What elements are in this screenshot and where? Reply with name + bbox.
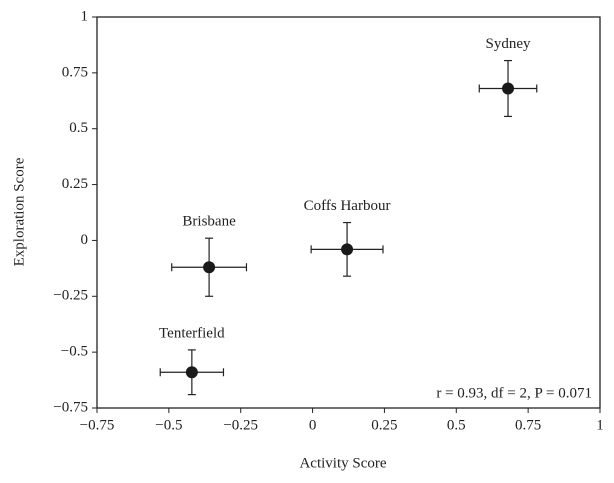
y-tick-label: −0.75 <box>53 399 88 415</box>
y-tick-label: 0 <box>81 232 89 248</box>
x-axis-label: Activity Score <box>299 455 386 471</box>
x-tick-label: 0.25 <box>371 417 397 433</box>
y-tick-label: −0.25 <box>53 288 88 304</box>
point-label: Tenterfield <box>159 325 225 341</box>
point <box>203 261 216 274</box>
x-tick-label: −0.75 <box>80 417 115 433</box>
x-tick-label: −0.25 <box>223 417 258 433</box>
y-tick-label: 1 <box>81 8 89 24</box>
y-tick-label: 0.5 <box>69 120 88 136</box>
point-label: Sydney <box>486 36 532 52</box>
annotation: r = 0.93, df = 2, P = 0.071 <box>436 385 592 401</box>
plot-frame <box>96 16 601 409</box>
x-tick-label: 0 <box>309 417 317 433</box>
x-tick-label: 0.5 <box>447 417 466 433</box>
y-axis-label: Exploration Score <box>11 157 27 266</box>
y-tick-label: 0.75 <box>62 64 88 80</box>
point-label: Coffs Harbour <box>304 198 391 214</box>
y-tick-label: −0.5 <box>61 344 88 360</box>
point <box>502 82 515 95</box>
point-label: Brisbane <box>182 214 236 230</box>
x-tick-label: 0.75 <box>515 417 541 433</box>
x-tick-label: −0.5 <box>155 417 182 433</box>
y-tick-label: 0.25 <box>62 176 88 192</box>
x-tick-label: 1 <box>596 417 604 433</box>
point <box>185 366 198 379</box>
point <box>341 243 354 256</box>
